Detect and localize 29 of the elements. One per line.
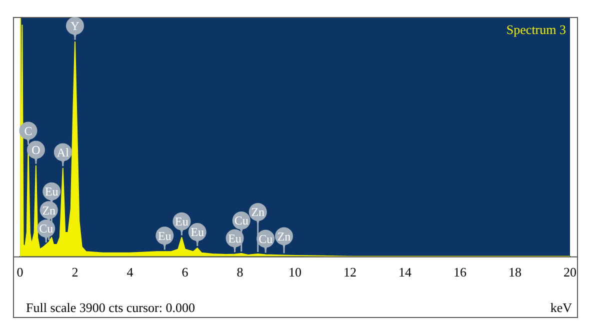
annotation: Cu [258,232,273,246]
annotation: O [32,142,41,157]
x-tick-label: 2 [72,264,78,280]
annotation: Eu [44,184,58,198]
chart-title: Spectrum 3 [506,22,566,37]
annotation: Zn [251,205,265,220]
annotation: Eu [190,225,204,240]
x-tick-label: 18 [508,264,522,280]
x-tick-label: 14 [398,264,412,280]
annotation: Zn [42,203,56,218]
annotation: Eu [175,214,188,228]
x-tick-label: 8 [236,264,244,280]
annotation: Zn [277,229,291,244]
x-tick-label: 10 [288,264,302,280]
annotation: Y [70,18,80,33]
x-axis-title: keV [550,300,573,315]
annotation: Al [56,145,70,160]
annotation: Cu [234,214,248,228]
x-tick-label: 6 [182,264,189,280]
x-tick-label: 12 [344,264,356,280]
x-tick-label: 0 [16,264,24,280]
annotation: Cu [39,222,54,236]
annotation: Eu [228,231,242,246]
annotation: C [24,124,32,138]
x-tick-label: 4 [126,264,134,280]
text: Full scale 3900 cts cursor: 0.000 [26,300,195,315]
annotation: Eu [158,228,172,243]
x-tick-label: 16 [454,264,467,280]
x-tick-label: 20 [564,264,576,280]
